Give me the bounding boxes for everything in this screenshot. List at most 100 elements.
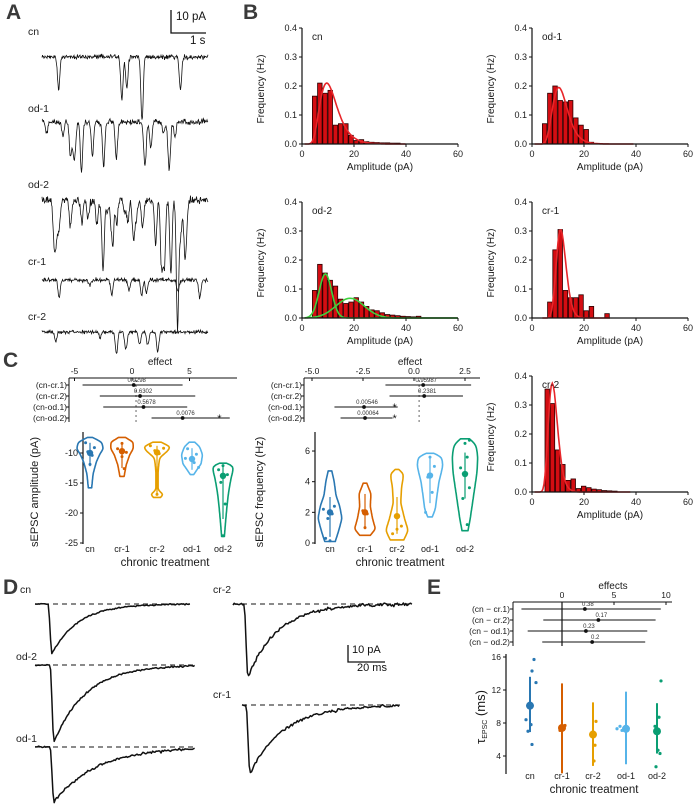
svg-text:Amplitude (pA): Amplitude (pA) bbox=[577, 510, 643, 521]
svg-text:(cn − od.2): (cn − od.2) bbox=[469, 637, 510, 647]
svg-text:cr-1: cr-1 bbox=[114, 544, 130, 554]
svg-text:(cn − cr.2): (cn − cr.2) bbox=[472, 615, 510, 625]
svg-text:16: 16 bbox=[492, 652, 502, 662]
svg-text:(cn-od.2): (cn-od.2) bbox=[33, 413, 67, 423]
svg-text:Frequency (Hz): Frequency (Hz) bbox=[486, 403, 497, 472]
svg-text:Amplitude (pA): Amplitude (pA) bbox=[577, 162, 643, 173]
svg-text:60: 60 bbox=[453, 323, 463, 333]
svg-text:40: 40 bbox=[631, 149, 641, 159]
svg-text:12: 12 bbox=[492, 685, 502, 695]
svg-text:0.0: 0.0 bbox=[514, 313, 527, 323]
panel-d-traces bbox=[0, 575, 430, 805]
panel-c-letter: C bbox=[3, 349, 19, 372]
svg-text:cn: cn bbox=[312, 32, 323, 43]
svg-text:cr-2: cr-2 bbox=[149, 544, 165, 554]
svg-text:60: 60 bbox=[453, 149, 463, 159]
avg-trace-label-cr2: cr-2 bbox=[213, 584, 232, 596]
panel-e-letter: E bbox=[427, 576, 442, 599]
svg-text:chronic treatment: chronic treatment bbox=[121, 557, 211, 569]
panel-b-letter: B bbox=[243, 1, 259, 24]
svg-text:-25: -25 bbox=[65, 538, 78, 548]
svg-text:0: 0 bbox=[529, 497, 534, 507]
svg-text:τEPSC (ms): τEPSC (ms) bbox=[473, 690, 489, 744]
svg-text:chronic treatment: chronic treatment bbox=[356, 557, 446, 569]
histogram-cr2: 0.0 0.1 0.2 0.3 0.4 0 20 40 60 Amplitude (pA) Freq… bbox=[480, 362, 700, 528]
svg-text:Frequency (Hz): Frequency (Hz) bbox=[486, 229, 497, 298]
svg-text:20: 20 bbox=[349, 149, 359, 159]
svg-text:(cn-cr.1): (cn-cr.1) bbox=[36, 380, 67, 390]
svg-text:od-2: od-2 bbox=[312, 206, 332, 217]
scalebar-amplitude-label: 10 pA bbox=[176, 11, 207, 23]
svg-text:od-2: od-2 bbox=[456, 544, 474, 554]
svg-text:0.2: 0.2 bbox=[284, 255, 297, 265]
histogram-cn: 0.0 0.1 0.2 0.3 0.4 0 20 40 60 Amplitude (pA) Freq… bbox=[250, 14, 472, 180]
svg-text:0.3: 0.3 bbox=[514, 52, 527, 62]
svg-text:od-2: od-2 bbox=[648, 771, 666, 781]
svg-text:40: 40 bbox=[631, 497, 641, 507]
svg-text:effect: effect bbox=[148, 357, 172, 368]
svg-text:0: 0 bbox=[305, 538, 310, 548]
svg-text:0.1: 0.1 bbox=[514, 458, 527, 468]
svg-text:0.2381: 0.2381 bbox=[418, 389, 437, 395]
svg-text:sEPSC amplitude (pA): sEPSC amplitude (pA) bbox=[29, 437, 41, 547]
svg-text:2.5: 2.5 bbox=[459, 366, 471, 376]
svg-text:0.0: 0.0 bbox=[514, 487, 527, 497]
svg-text:Frequency (Hz): Frequency (Hz) bbox=[256, 229, 267, 298]
svg-text:od-1: od-1 bbox=[183, 544, 201, 554]
svg-text:0: 0 bbox=[130, 366, 135, 376]
svg-text:Frequency (Hz): Frequency (Hz) bbox=[486, 55, 497, 124]
svg-text:cr-1: cr-1 bbox=[357, 544, 373, 554]
svg-text:0.2: 0.2 bbox=[514, 429, 527, 439]
svg-text:8: 8 bbox=[496, 718, 501, 728]
svg-text:(cn − od.1): (cn − od.1) bbox=[469, 626, 510, 636]
effect-plot-amplitude: effect -5 0 5 (cn-cr.1) 0.9298 (cn-cr.2) 0.6302… bbox=[25, 356, 240, 428]
svg-text:0.6302: 0.6302 bbox=[134, 389, 153, 395]
trace-label-od2: od-2 bbox=[28, 179, 50, 191]
trace-label-cr1: cr-1 bbox=[28, 256, 47, 268]
panel-d-letter: D bbox=[3, 576, 19, 599]
svg-text:cr-2: cr-2 bbox=[389, 544, 405, 554]
svg-text:-5.0: -5.0 bbox=[305, 366, 320, 376]
svg-text:(cn − cr.1): (cn − cr.1) bbox=[472, 604, 510, 614]
svg-text:cn: cn bbox=[525, 771, 535, 781]
svg-text:0.9298: 0.9298 bbox=[128, 378, 147, 384]
svg-text:20: 20 bbox=[579, 497, 589, 507]
svg-text:cn: cn bbox=[85, 544, 95, 554]
svg-text:0.23: 0.23 bbox=[583, 624, 595, 630]
scalebar-amplitude-label-d: 10 pA bbox=[352, 644, 381, 656]
svg-text:4: 4 bbox=[496, 751, 501, 761]
svg-text:40: 40 bbox=[631, 323, 641, 333]
effect-plot-frequency: effect -5.0 -2.5 0.0 2.5 (cn-cr.1) 0.95987 (cn-… bbox=[250, 356, 485, 428]
svg-text:-20: -20 bbox=[65, 508, 78, 518]
violin-plot-amplitude: -10 -15 -20 -25 cn cr-1 cr-2 od-1 od-2 chronic tr… bbox=[25, 430, 240, 580]
avg-trace-label-cr1: cr-1 bbox=[213, 689, 232, 701]
svg-text:0: 0 bbox=[299, 323, 304, 333]
svg-text:Amplitude (pA): Amplitude (pA) bbox=[577, 336, 643, 347]
svg-text:20: 20 bbox=[579, 149, 589, 159]
svg-text:20: 20 bbox=[579, 323, 589, 333]
trace-label-cr2: cr-2 bbox=[28, 311, 47, 323]
trace-label-od1: od-1 bbox=[28, 103, 50, 115]
svg-text:0.3: 0.3 bbox=[284, 52, 297, 62]
svg-text:0.0: 0.0 bbox=[514, 139, 527, 149]
svg-text:sEPSC frequency (Hz): sEPSC frequency (Hz) bbox=[254, 437, 266, 548]
svg-text:60: 60 bbox=[683, 497, 693, 507]
svg-text:10: 10 bbox=[661, 590, 671, 600]
svg-text:4: 4 bbox=[305, 477, 310, 487]
svg-text:od-1: od-1 bbox=[542, 32, 562, 43]
svg-text:5: 5 bbox=[187, 366, 192, 376]
svg-text:effect: effect bbox=[398, 357, 422, 368]
svg-text:40: 40 bbox=[401, 323, 411, 333]
svg-text:od-1: od-1 bbox=[617, 771, 635, 781]
svg-text:-10: -10 bbox=[65, 448, 78, 458]
svg-text:20: 20 bbox=[349, 323, 359, 333]
svg-text:0.3: 0.3 bbox=[514, 400, 527, 410]
violin-plot-frequency: 0 2 4 6 cn cr-1 cr-2 od-1 od-2 chronic treatment s… bbox=[250, 430, 485, 580]
svg-text:cr-2: cr-2 bbox=[542, 380, 560, 391]
trace-label-cn: cn bbox=[28, 26, 40, 38]
svg-text:0.4: 0.4 bbox=[514, 371, 527, 381]
scalebar-time-label-d: 20 ms bbox=[357, 662, 387, 674]
svg-text:0.17: 0.17 bbox=[596, 613, 608, 619]
svg-text:0.0: 0.0 bbox=[284, 139, 297, 149]
